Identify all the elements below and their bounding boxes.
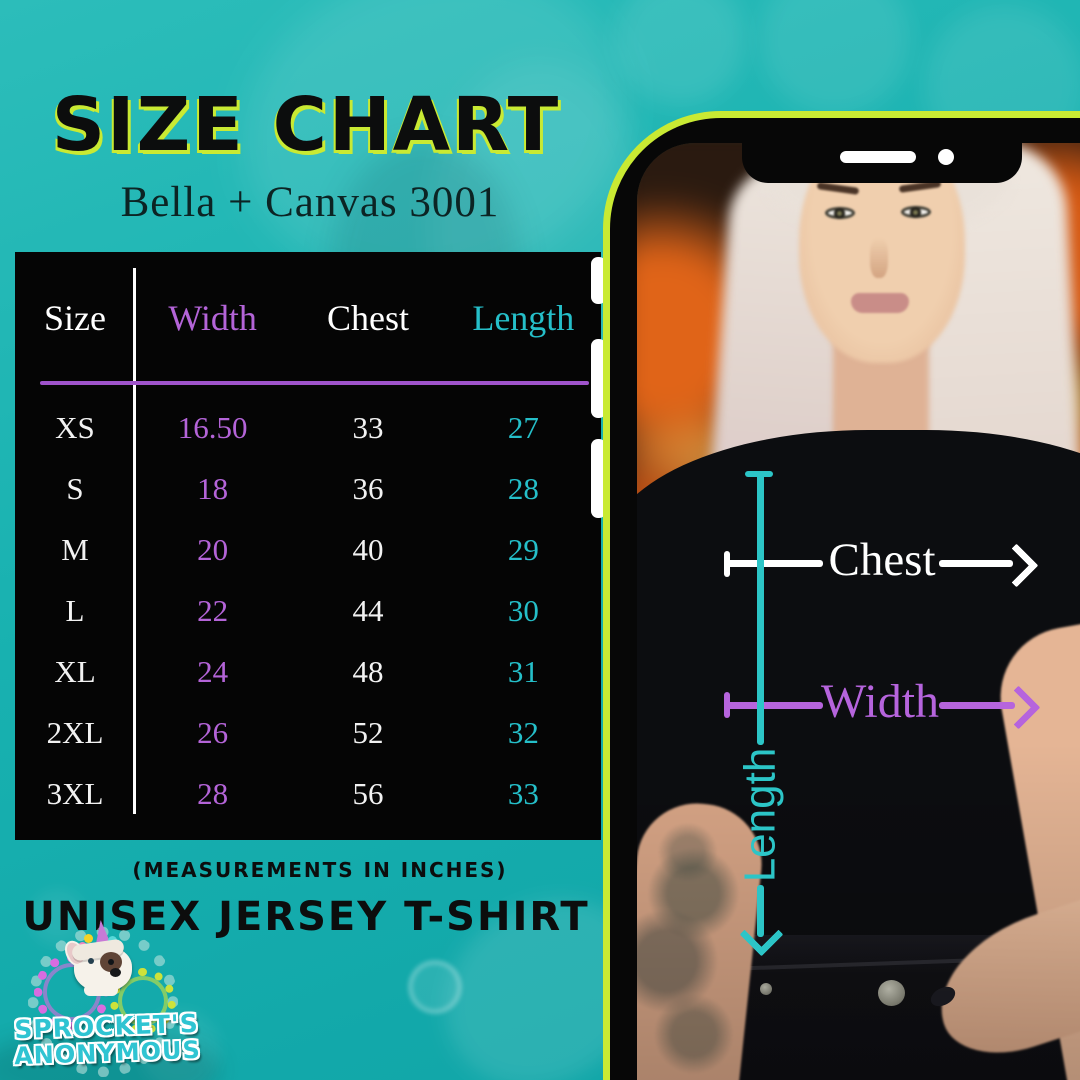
table-header-underline	[40, 381, 589, 385]
jeans-rivet	[760, 983, 772, 995]
cell-length: 30	[507, 592, 539, 628]
product-subtitle: Bella + Canvas 3001	[120, 179, 500, 226]
nose-shadow	[870, 238, 888, 278]
phone-volume-down-button	[591, 439, 606, 518]
dog-eye	[88, 958, 94, 964]
cell-chest: 48	[352, 653, 384, 689]
cell-size: M	[61, 532, 89, 568]
size-table-header: Size Width Chest Length	[15, 252, 601, 383]
background-button-bokeh	[408, 960, 462, 1014]
cell-chest: 36	[352, 471, 384, 507]
header-size: Size	[44, 297, 106, 338]
cell-chest: 44	[352, 592, 384, 628]
background-bokeh	[760, 0, 910, 115]
cell-size: XL	[54, 653, 96, 689]
model-face-features	[637, 143, 1080, 1080]
chest-line-left	[726, 560, 823, 567]
phone-mute-switch	[591, 257, 606, 304]
length-line-lower	[757, 885, 764, 937]
header-length: Length	[472, 297, 575, 338]
phone-notch	[742, 143, 1022, 183]
cell-width: 22	[197, 592, 229, 628]
cell-width: 28	[197, 775, 229, 811]
cell-width: 24	[197, 653, 229, 689]
unicorn-dog-mascot	[60, 919, 136, 996]
eye	[901, 206, 931, 218]
cell-size: L	[65, 592, 85, 628]
cell-length: 28	[507, 471, 539, 507]
background-bokeh	[615, 0, 745, 105]
cell-width: 16.50	[177, 410, 248, 446]
cell-width: 20	[197, 532, 229, 568]
gear-icon	[110, 968, 176, 1034]
size-table-body: XS 16.50 33 27 S 18 36 28 M 20 40 29 L 2…	[15, 398, 601, 824]
cell-size: XS	[55, 410, 95, 446]
dog-nose	[110, 968, 121, 977]
width-line-left	[726, 702, 823, 709]
cell-width: 26	[197, 714, 229, 750]
eye	[825, 207, 855, 219]
iris	[834, 208, 845, 219]
phone-volume-up-button	[591, 339, 606, 418]
header-width: Width	[168, 297, 257, 338]
phone-screen-photo: Chest Width Length	[637, 143, 1080, 1080]
pom-decoration	[84, 934, 93, 943]
table-vertical-divider	[133, 268, 136, 814]
cell-size: 2XL	[46, 714, 104, 750]
cell-length: 33	[507, 775, 539, 811]
cell-size: 3XL	[46, 775, 104, 811]
cell-length: 27	[507, 410, 539, 446]
width-line-right	[939, 702, 1015, 709]
chest-line-right	[939, 560, 1013, 567]
brand-name: SPROCKET'S ANONYMOUS	[11, 1009, 203, 1071]
dog-paws	[84, 984, 118, 996]
header-chest: Chest	[326, 297, 409, 338]
brand-name-line2: ANONYMOUS	[13, 1035, 202, 1071]
jeans-button	[878, 980, 905, 1006]
chest-label: Chest	[828, 534, 936, 586]
cell-chest: 40	[352, 532, 384, 568]
length-label: Length	[735, 747, 785, 883]
cell-width: 18	[197, 471, 229, 507]
brand-logo: SPROCKET'S ANONYMOUS	[14, 919, 201, 1077]
length-line-upper	[757, 473, 764, 745]
cell-chest: 52	[352, 714, 384, 750]
lips	[851, 293, 909, 313]
size-table: Size Width Chest Length XS 16.50 33 27 S…	[15, 252, 601, 840]
cell-length: 32	[507, 714, 539, 750]
cell-chest: 56	[352, 775, 384, 811]
front-camera-icon	[938, 149, 954, 165]
cell-length: 29	[507, 532, 539, 568]
length-label-wrap: Length	[725, 741, 795, 889]
cell-length: 31	[507, 653, 539, 689]
page-title: SIZE CHART	[51, 82, 561, 168]
photo-vignette	[637, 143, 1080, 1080]
phone-mockup: Chest Width Length	[603, 111, 1080, 1080]
cell-size: S	[66, 471, 84, 507]
speaker-grille-icon	[840, 151, 916, 163]
measurements-note: (MEASUREMENTS IN INCHES)	[132, 858, 508, 882]
iris	[910, 207, 921, 218]
width-label: Width	[820, 675, 940, 728]
dog-eye	[108, 959, 114, 965]
cell-chest: 33	[352, 410, 384, 446]
